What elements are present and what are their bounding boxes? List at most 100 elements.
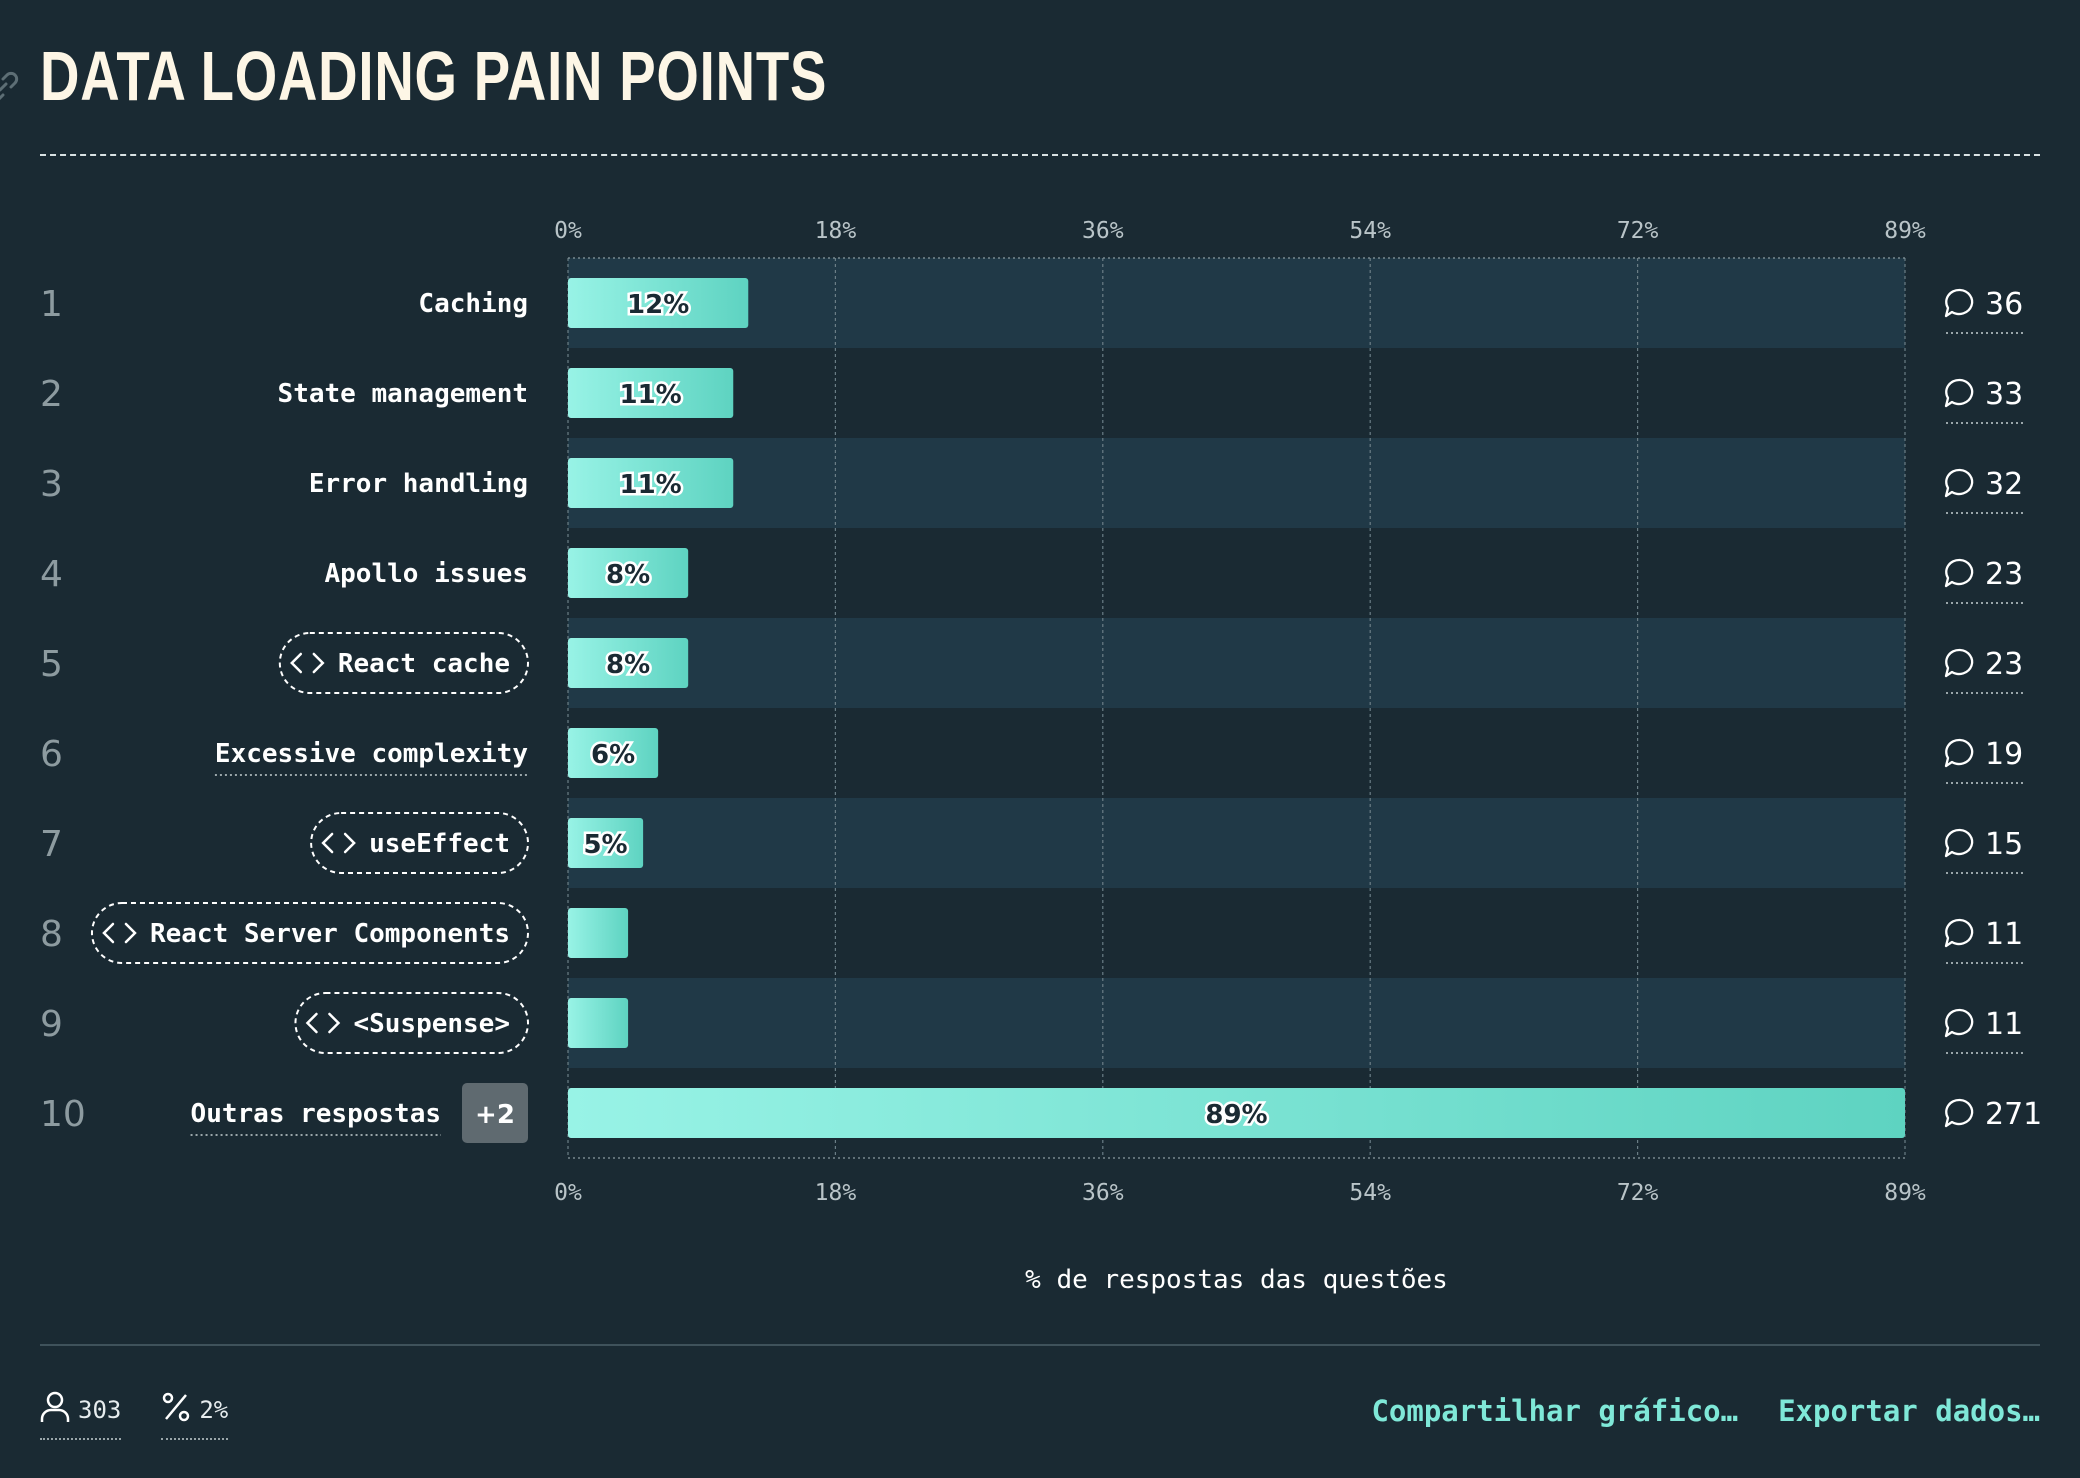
comment-icon <box>1944 558 1974 588</box>
bar <box>568 1088 1905 1138</box>
comment-icon <box>1944 738 1974 768</box>
comment-count: 11 <box>1985 1007 2023 1042</box>
row-stripe <box>568 258 1905 348</box>
bar <box>568 278 749 328</box>
comment-count: 11 <box>1985 917 2023 952</box>
row-stripe <box>568 438 1905 528</box>
title-divider <box>40 154 2040 156</box>
x-tick-label-top: 72% <box>1617 218 1659 244</box>
x-tick-label-bottom: 0% <box>554 1180 582 1206</box>
row-stripe <box>568 618 1905 708</box>
row-stripe <box>568 798 1905 888</box>
x-axis-title: % de respostas das questões <box>1025 1265 1448 1295</box>
row-rank: 5 <box>40 644 63 685</box>
category-label: React cache <box>338 649 510 679</box>
row-rank: 1 <box>40 284 63 325</box>
bar <box>568 368 734 418</box>
category-label: State management <box>278 379 528 409</box>
more-badge-label: +2 <box>475 1100 515 1130</box>
percent-icon <box>161 1390 191 1430</box>
bar <box>568 908 629 958</box>
x-tick-label-top: 0% <box>554 218 582 244</box>
code-pill <box>90 902 529 964</box>
code-icon <box>312 652 325 674</box>
code-pill <box>278 632 529 694</box>
bar-value-label: 11% <box>620 470 682 500</box>
comment-count: 271 <box>1985 1097 2042 1132</box>
row-rank: 7 <box>40 824 63 865</box>
respondents-stat[interactable]: 303 <box>40 1390 122 1440</box>
category-label: <Suspense> <box>353 1009 510 1039</box>
bar <box>568 818 644 868</box>
comment-count: 33 <box>1985 377 2023 412</box>
x-tick-label-bottom: 54% <box>1349 1180 1391 1206</box>
code-pill <box>310 812 529 874</box>
row-rank: 10 <box>40 1094 86 1135</box>
category-label: useEffect <box>369 829 510 859</box>
code-icon <box>343 832 356 854</box>
x-tick-label-top: 89% <box>1884 218 1926 244</box>
bar-value-label: 8% <box>606 560 650 590</box>
comment-icon <box>1944 468 1974 498</box>
code-icon <box>290 652 303 674</box>
category-label: React Server Components <box>150 919 510 949</box>
bar <box>568 458 734 508</box>
bar <box>568 548 689 598</box>
x-tick-label-top: 36% <box>1082 218 1124 244</box>
bar-chart: 0%0%18%18%36%36%54%54%72%72%89%89%1 Cachi… <box>40 218 2042 1295</box>
bar-value-label: 5% <box>583 830 627 860</box>
bar <box>568 638 689 688</box>
row-rank: 3 <box>40 464 63 505</box>
footer-divider <box>40 1344 2040 1346</box>
comment-count: 32 <box>1985 467 2023 502</box>
bar-value-label: 12% <box>627 290 689 320</box>
comment-icon <box>1944 1008 1974 1038</box>
comment-icon <box>1944 378 1974 408</box>
comment-count: 23 <box>1985 557 2023 592</box>
footer-actions: Compartilhar gráfico… Exportar dados… <box>1371 1394 2040 1428</box>
category-label: Excessive complexity <box>215 739 528 769</box>
code-icon <box>321 832 334 854</box>
bar-value-label: 89% <box>1205 1100 1267 1130</box>
x-tick-label-bottom: 18% <box>815 1180 857 1206</box>
row-rank: 6 <box>40 734 63 775</box>
comment-count: 23 <box>1985 647 2023 682</box>
code-icon <box>328 1012 341 1034</box>
user-icon <box>40 1390 70 1430</box>
respondents-count: 303 <box>78 1396 122 1424</box>
comment-count: 36 <box>1985 287 2023 322</box>
more-badge <box>462 1083 528 1143</box>
export-data-button[interactable]: Exportar dados… <box>1778 1394 2040 1428</box>
percentage-stat[interactable]: 2% <box>161 1390 229 1440</box>
comment-icon <box>1944 828 1974 858</box>
comment-count: 15 <box>1985 827 2023 862</box>
comment-icon <box>1944 1098 1974 1128</box>
comment-icon <box>1944 288 1974 318</box>
code-icon <box>102 922 115 944</box>
code-icon <box>124 922 137 944</box>
bar-value-label: 11% <box>620 380 682 410</box>
comment-icon <box>1944 648 1974 678</box>
x-tick-label-bottom: 89% <box>1884 1180 1926 1206</box>
percentage-value: 2% <box>199 1396 229 1424</box>
category-label: Error handling <box>309 469 528 499</box>
bar <box>568 728 659 778</box>
bar <box>568 998 629 1048</box>
comment-icon <box>1944 918 1974 948</box>
row-rank: 4 <box>40 554 63 595</box>
share-chart-button[interactable]: Compartilhar gráfico… <box>1371 1394 1739 1428</box>
link-icon[interactable] <box>0 70 20 108</box>
row-stripe <box>568 978 1905 1068</box>
bar-value-label: 8% <box>606 650 650 680</box>
row-rank: 8 <box>40 914 63 955</box>
code-pill <box>294 992 529 1054</box>
x-tick-label-top: 18% <box>815 218 857 244</box>
row-rank: 9 <box>40 1004 63 1045</box>
category-label: Apollo issues <box>325 559 529 589</box>
bar-value-label: 6% <box>591 740 635 770</box>
x-tick-label-bottom: 72% <box>1617 1180 1659 1206</box>
code-icon <box>305 1012 318 1034</box>
footer-stats: 303 2% <box>40 1390 229 1440</box>
x-tick-label-bottom: 36% <box>1082 1180 1124 1206</box>
x-tick-label-top: 54% <box>1349 218 1391 244</box>
